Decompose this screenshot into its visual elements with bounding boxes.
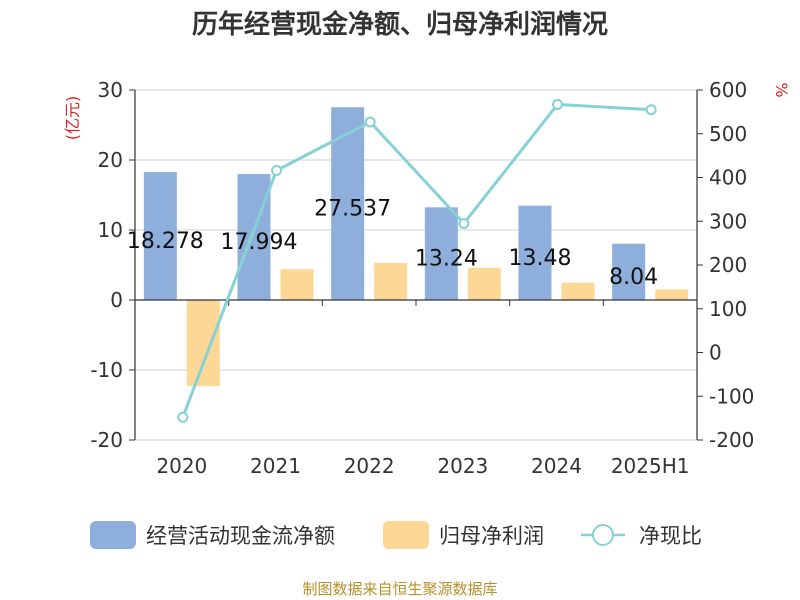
right-tick-label: 100 xyxy=(709,297,747,321)
net-profit-bar xyxy=(561,282,595,300)
x-tick-label: 2021 xyxy=(250,454,301,478)
x-tick-label: 2022 xyxy=(344,454,395,478)
left-tick-label: 20 xyxy=(98,148,123,172)
right-tick-label: 300 xyxy=(709,209,747,233)
cash-flow-data-label: 18.278 xyxy=(127,229,204,254)
net-profit-bar xyxy=(374,262,408,300)
cash-flow-bar xyxy=(424,207,458,300)
right-tick-label: 200 xyxy=(709,253,747,277)
data-labels: 18.278 17.994 27.537 13.24 13.48 8.04 xyxy=(127,197,658,290)
cash-flow-bar xyxy=(143,172,177,300)
cash-flow-data-label: 13.24 xyxy=(415,247,478,272)
right-tick-label: 400 xyxy=(709,166,747,190)
left-tick-label: 10 xyxy=(98,218,123,242)
legend-marker-ratio xyxy=(592,524,614,546)
left-axis-unit: (亿元) xyxy=(63,96,82,141)
cash-flow-bar xyxy=(518,205,552,300)
x-tick-label: 2020 xyxy=(156,454,207,478)
right-axis-unit: % xyxy=(772,82,791,97)
net-profit-bar xyxy=(280,269,314,300)
ratio-point xyxy=(177,411,189,423)
cash-flow-data-label: 13.48 xyxy=(509,246,572,271)
legend-label: 归母净利润 xyxy=(439,524,544,548)
axes: -20-100102030-200-1000100200300400500600… xyxy=(90,78,754,478)
legend: 经营活动现金流净额 归母净利润 净现比 xyxy=(90,521,702,549)
cash-flow-data-label: 17.994 xyxy=(221,230,298,255)
cash-flow-bar xyxy=(612,243,646,300)
left-tick-label: -10 xyxy=(90,358,123,382)
ratio-point xyxy=(364,116,376,128)
x-tick-label: 2023 xyxy=(437,454,488,478)
right-tick-label: -200 xyxy=(709,428,754,452)
cash-flow-data-label: 27.537 xyxy=(314,197,391,222)
cash-flow-data-label: 8.04 xyxy=(609,265,658,290)
legend-label: 经营活动现金流净额 xyxy=(146,524,335,548)
x-tick-label: 2025H1 xyxy=(611,454,690,478)
right-tick-label: -100 xyxy=(709,384,754,408)
legend-swatch-net-profit xyxy=(383,521,429,549)
net-profit-bar xyxy=(467,267,501,300)
left-tick-label: 0 xyxy=(110,288,123,312)
chart-title: 历年经营现金净额、归母净利润情况 xyxy=(192,9,608,40)
right-tick-label: 0 xyxy=(709,341,722,365)
left-tick-label: -20 xyxy=(90,428,123,452)
ratio-point xyxy=(552,98,563,110)
grid xyxy=(135,89,697,441)
left-tick-label: 30 xyxy=(98,78,123,102)
net-profit-bar xyxy=(186,300,220,387)
right-tick-label: 600 xyxy=(709,78,747,102)
ratio-line xyxy=(177,98,657,423)
ratio-point xyxy=(458,217,470,229)
x-tick-label: 2024 xyxy=(531,454,582,478)
source-note: 制图数据来自恒生聚源数据库 xyxy=(302,580,497,598)
legend-label: 净现比 xyxy=(639,524,702,548)
ratio-point xyxy=(645,104,657,116)
net-profit-bar xyxy=(655,289,689,300)
cash-flow-bar xyxy=(237,174,271,300)
ratio-line-path xyxy=(181,102,652,418)
legend-swatch-cash-flow xyxy=(90,521,136,549)
ratio-point xyxy=(271,165,282,176)
right-tick-label: 500 xyxy=(709,122,747,146)
